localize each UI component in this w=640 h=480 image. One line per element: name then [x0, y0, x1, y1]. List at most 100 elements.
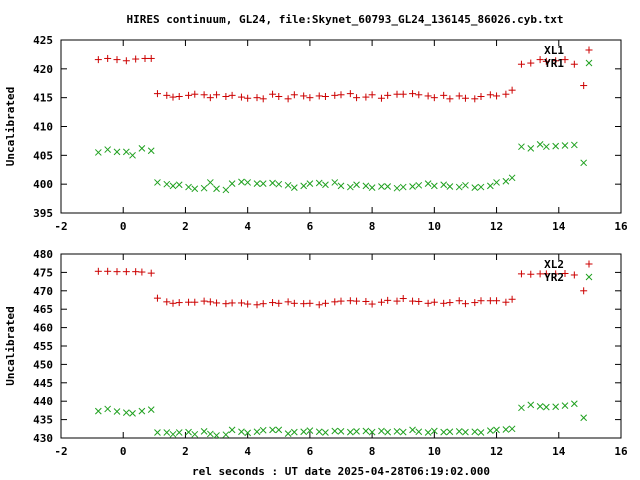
cross-point [191, 185, 199, 193]
cross-point [315, 428, 323, 436]
plus-point [424, 92, 432, 100]
cross-point [430, 182, 438, 190]
plus-point [486, 91, 494, 99]
plus-point [237, 93, 245, 101]
cross-point [455, 428, 463, 435]
cross-point [415, 181, 423, 189]
plus-point [570, 271, 578, 279]
plus-point [455, 297, 463, 305]
plus-point [175, 93, 183, 101]
plus-point [536, 270, 544, 278]
plus-point [440, 299, 448, 307]
plus-point [259, 300, 267, 308]
plus-point [461, 94, 469, 102]
cross-point [393, 184, 401, 192]
cross-point [253, 428, 261, 436]
x-tick-label: 6 [307, 445, 314, 458]
cross-point [353, 428, 360, 435]
legend-marker [585, 260, 593, 268]
y-tick-label: 435 [33, 414, 53, 427]
cross-point [284, 181, 292, 189]
cross-point [353, 181, 360, 189]
cross-point [322, 429, 329, 436]
cross-point [244, 179, 252, 186]
plus-point [163, 298, 171, 306]
plus-point [138, 268, 146, 276]
cross-point [322, 181, 329, 189]
cross-point [275, 426, 283, 434]
plus-point [527, 59, 535, 67]
plus-point [94, 267, 102, 275]
cross-point [147, 147, 155, 155]
cross-point [393, 428, 401, 435]
legend-label: XL2 [544, 258, 564, 271]
x-tick-label: -2 [54, 220, 67, 233]
plus-point [399, 295, 407, 303]
plus-point [306, 94, 314, 102]
plus-point [508, 86, 516, 94]
cross-point [337, 428, 345, 435]
x-tick-label: 2 [182, 445, 189, 458]
cross-point [259, 426, 267, 434]
cross-point [384, 428, 392, 436]
plus-point [552, 57, 560, 65]
plus-point [384, 296, 392, 304]
plus-point [409, 297, 417, 305]
x-tick-label: 10 [428, 220, 441, 233]
plus-point [228, 91, 236, 99]
x-tick-label: 12 [490, 220, 503, 233]
x-tick-label: 8 [369, 220, 376, 233]
y-tick-label: 470 [33, 285, 53, 298]
plus-point [113, 268, 121, 276]
cross-point [113, 148, 121, 156]
cross-point [185, 428, 192, 436]
plus-point [315, 301, 323, 309]
cross-point [300, 182, 308, 190]
plus-point [269, 90, 277, 98]
plus-point [132, 268, 140, 276]
cross-point [244, 429, 252, 437]
plus-point [415, 297, 423, 305]
cross-point [493, 426, 500, 434]
plus-point [206, 94, 214, 102]
plus-point [527, 270, 535, 278]
y-tick-label: 430 [33, 432, 53, 445]
cross-point [200, 184, 208, 192]
cross-point [502, 177, 510, 185]
cross-point [384, 183, 392, 190]
plus-point [368, 300, 376, 308]
cross-point [337, 182, 345, 190]
y-tick-label: 440 [33, 395, 53, 408]
cross-point [228, 180, 236, 187]
plus-point [206, 298, 214, 306]
plus-point [275, 299, 283, 307]
y-tick-label: 410 [33, 121, 53, 134]
plus-point [477, 297, 485, 305]
cross-point [129, 151, 136, 159]
plus-point [580, 82, 588, 90]
cross-point [284, 430, 292, 437]
cross-point [147, 406, 155, 414]
plus-point [424, 299, 432, 307]
plus-point [580, 287, 588, 295]
y-tick-label: 405 [33, 149, 53, 162]
plus-point [337, 91, 345, 99]
cross-point [222, 186, 230, 194]
cross-point [185, 183, 192, 191]
cross-point [399, 183, 407, 191]
plus-point [213, 91, 221, 99]
x-tick-label: 14 [552, 445, 566, 458]
y-tick-label: 395 [33, 207, 53, 220]
cross-point [471, 428, 479, 436]
plus-point [517, 60, 525, 68]
cross-point [222, 431, 230, 439]
cross-point [163, 180, 171, 188]
cross-point [138, 407, 146, 415]
plus-point [440, 91, 448, 99]
plus-point [331, 91, 339, 99]
cross-point [169, 182, 177, 190]
plus-point [163, 91, 171, 99]
cross-point [552, 142, 560, 150]
plus-point [290, 91, 298, 99]
cross-point [486, 427, 494, 434]
